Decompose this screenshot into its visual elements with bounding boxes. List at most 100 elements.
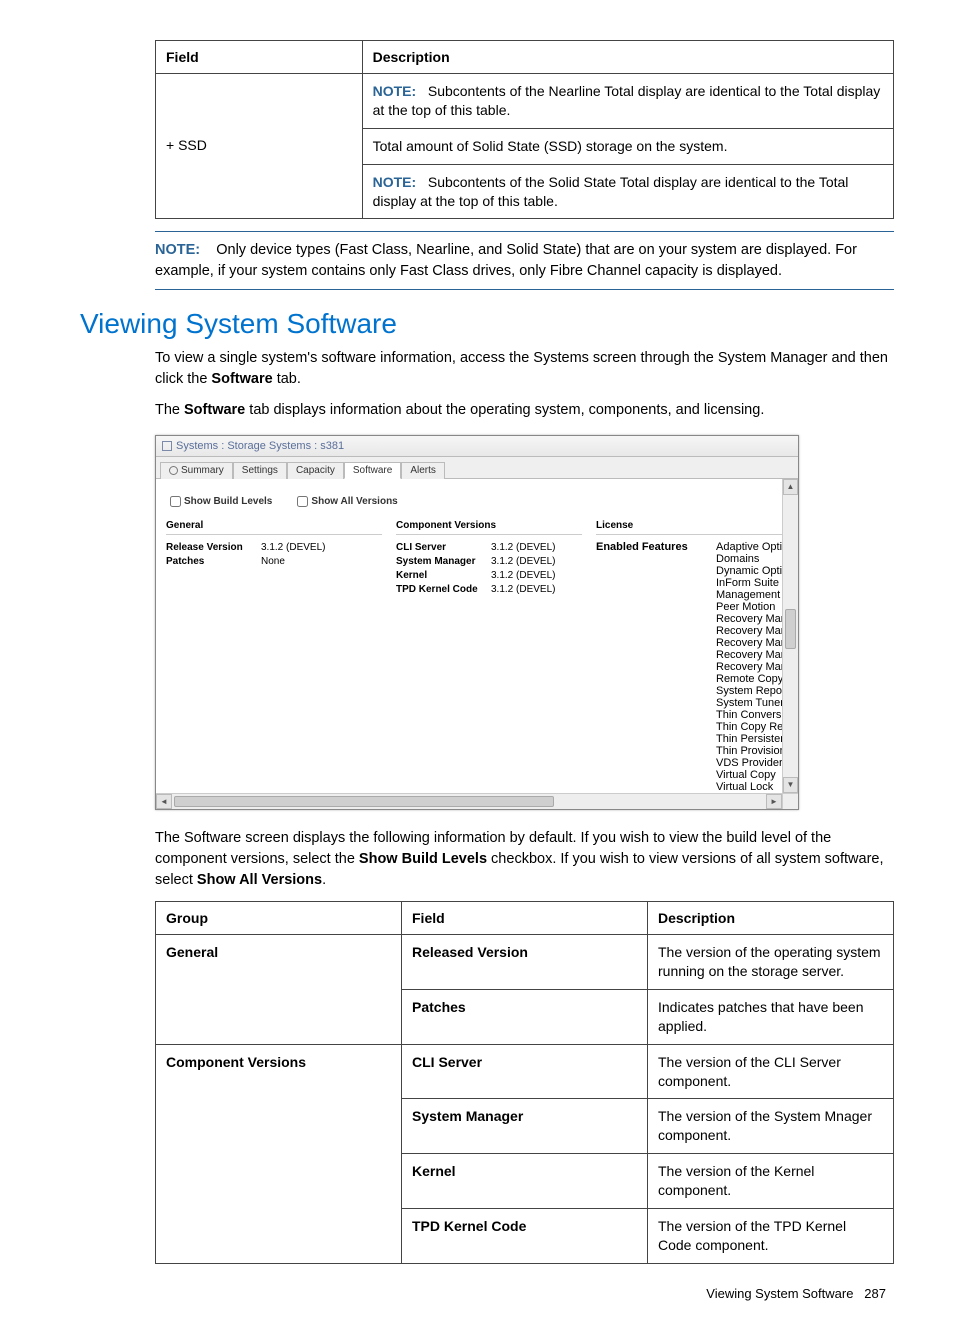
general-heading: General	[166, 520, 382, 535]
show-build-levels-checkbox[interactable]	[170, 496, 181, 507]
software-screenshot: Systems : Storage Systems : s381 Summary…	[155, 435, 799, 810]
field-description-table-1: Field Description NOTE: Subcontents of t…	[155, 40, 894, 219]
para3-bold2: Show All Versions	[197, 872, 322, 888]
table2-header-field: Field	[402, 902, 648, 935]
table2-field-cell: System Manager	[402, 1099, 648, 1154]
component-name: System Manager	[396, 555, 491, 569]
tab-software[interactable]: Software	[344, 462, 401, 479]
component-versions-column: Component Versions CLI Server3.1.2 (DEVE…	[396, 520, 596, 809]
show-all-versions-label[interactable]: Show All Versions	[293, 496, 397, 507]
scroll-down-arrow-icon[interactable]: ▼	[783, 777, 798, 793]
component-version: 3.1.2 (DEVEL)	[491, 555, 596, 569]
release-version-label: Release Version	[166, 541, 261, 555]
component-version: 3.1.2 (DEVEL)	[491, 583, 596, 597]
license-heading: License	[596, 520, 798, 535]
component-versions-heading: Component Versions	[396, 520, 582, 535]
scroll-thumb-horizontal[interactable]	[174, 796, 554, 807]
table1-r0-desc-text: Subcontents of the Nearline Total displa…	[373, 83, 881, 118]
component-row: CLI Server3.1.2 (DEVEL)	[396, 541, 596, 555]
para3-c: .	[322, 872, 326, 888]
footer-text: Viewing System Software	[706, 1286, 853, 1301]
tab-summary[interactable]: Summary	[160, 462, 233, 479]
table1-header-field: Field	[156, 41, 363, 74]
scroll-up-arrow-icon[interactable]: ▲	[783, 479, 798, 495]
vertical-scrollbar[interactable]: ▲ ▼	[782, 479, 798, 793]
table1-r2-field	[156, 164, 363, 219]
section-title: Viewing System Software	[80, 308, 894, 340]
scroll-right-arrow-icon[interactable]: ►	[766, 794, 782, 809]
show-all-versions-checkbox[interactable]	[297, 496, 308, 507]
table1-r2-desc: NOTE: Subcontents of the Solid State Tot…	[362, 164, 893, 219]
horizontal-scrollbar[interactable]: ◄ ►	[156, 793, 782, 809]
release-version-value: 3.1.2 (DEVEL)	[261, 541, 396, 555]
license-column: License Enabled Features Adaptive Optimi…	[596, 520, 798, 809]
scrollbar-corner	[782, 793, 798, 809]
paragraph-2: The Software tab displays information ab…	[155, 400, 894, 421]
show-build-levels-text: Show Build Levels	[184, 496, 272, 507]
tab-capacity[interactable]: Capacity	[287, 462, 344, 479]
tab-bar: Summary Settings Capacity Software Alert…	[156, 457, 798, 479]
para3-bold1: Show Build Levels	[359, 851, 487, 867]
para2-pre: The	[155, 402, 184, 418]
component-name: CLI Server	[396, 541, 491, 555]
screenshot-body: Show Build Levels Show All Versions Gene…	[156, 479, 798, 809]
table2-field-cell: CLI Server	[402, 1044, 648, 1099]
general-column: General Release Version3.1.2 (DEVEL) Pat…	[166, 520, 396, 809]
table1-header-description: Description	[362, 41, 893, 74]
window-titlebar: Systems : Storage Systems : s381	[156, 436, 798, 457]
patches-label: Patches	[166, 555, 261, 569]
tab-alerts[interactable]: Alerts	[401, 462, 445, 479]
show-all-versions-text: Show All Versions	[311, 496, 397, 507]
group-field-description-table: Group Field Description GeneralReleased …	[155, 901, 894, 1264]
note-label: NOTE:	[155, 242, 200, 258]
clock-icon	[169, 466, 178, 475]
table2-field-cell: Kernel	[402, 1154, 648, 1209]
table1-r2-desc-text: Subcontents of the Solid State Total dis…	[373, 174, 849, 209]
global-note-block: NOTE: Only device types (Fast Class, Nea…	[155, 231, 894, 290]
paragraph-3: The Software screen displays the followi…	[155, 828, 894, 891]
window-icon	[162, 441, 172, 451]
patches-value: None	[261, 555, 396, 569]
note-label: NOTE:	[373, 174, 417, 190]
component-name: Kernel	[396, 569, 491, 583]
component-version: 3.1.2 (DEVEL)	[491, 569, 596, 583]
table2-desc-cell: The version of the System Mnager compone…	[648, 1099, 894, 1154]
para1-post: tab.	[273, 371, 301, 387]
table1-r0-desc: NOTE: Subcontents of the Nearline Total …	[362, 74, 893, 129]
table2-desc-cell: The version of the TPD Kernel Code compo…	[648, 1209, 894, 1264]
para2-bold: Software	[184, 402, 245, 418]
component-name: TPD Kernel Code	[396, 583, 491, 597]
enabled-features-label: Enabled Features	[596, 541, 716, 805]
checkbox-row: Show Build Levels Show All Versions	[166, 493, 792, 510]
global-note-text: Only device types (Fast Class, Nearline,…	[155, 242, 857, 278]
component-row: TPD Kernel Code3.1.2 (DEVEL)	[396, 583, 596, 597]
para2-post: tab displays information about the opera…	[245, 402, 764, 418]
table2-field-cell: Patches	[402, 989, 648, 1044]
para1-bold: Software	[211, 371, 272, 387]
table2-field-cell: Released Version	[402, 935, 648, 990]
table1-r1-field: + SSD	[156, 128, 363, 164]
table2-field-cell: TPD Kernel Code	[402, 1209, 648, 1264]
table1-r0-field	[156, 74, 363, 129]
scroll-thumb-vertical[interactable]	[785, 609, 796, 649]
table2-desc-cell: The version of the CLI Server component.	[648, 1044, 894, 1099]
component-row: System Manager3.1.2 (DEVEL)	[396, 555, 596, 569]
table2-header-description: Description	[648, 902, 894, 935]
table2-desc-cell: The version of the Kernel component.	[648, 1154, 894, 1209]
tab-settings[interactable]: Settings	[233, 462, 287, 479]
tab-summary-label: Summary	[181, 465, 224, 476]
show-build-levels-label[interactable]: Show Build Levels	[166, 496, 272, 507]
paragraph-1: To view a single system's software infor…	[155, 348, 894, 390]
table2-group-cell: Component Versions	[156, 1044, 402, 1263]
page-footer: Viewing System Software 287	[60, 1286, 894, 1301]
note-label: NOTE:	[373, 83, 417, 99]
table1-r1-desc: Total amount of Solid State (SSD) storag…	[362, 128, 893, 164]
table2-group-cell: General	[156, 935, 402, 1045]
table2-desc-cell: Indicates patches that have been applied…	[648, 989, 894, 1044]
table-row: Component VersionsCLI ServerThe version …	[156, 1044, 894, 1099]
table2-desc-cell: The version of the operating system runn…	[648, 935, 894, 990]
scroll-left-arrow-icon[interactable]: ◄	[156, 794, 172, 809]
window-title: Systems : Storage Systems : s381	[176, 440, 344, 452]
component-version: 3.1.2 (DEVEL)	[491, 541, 596, 555]
footer-page-number: 287	[864, 1286, 886, 1301]
